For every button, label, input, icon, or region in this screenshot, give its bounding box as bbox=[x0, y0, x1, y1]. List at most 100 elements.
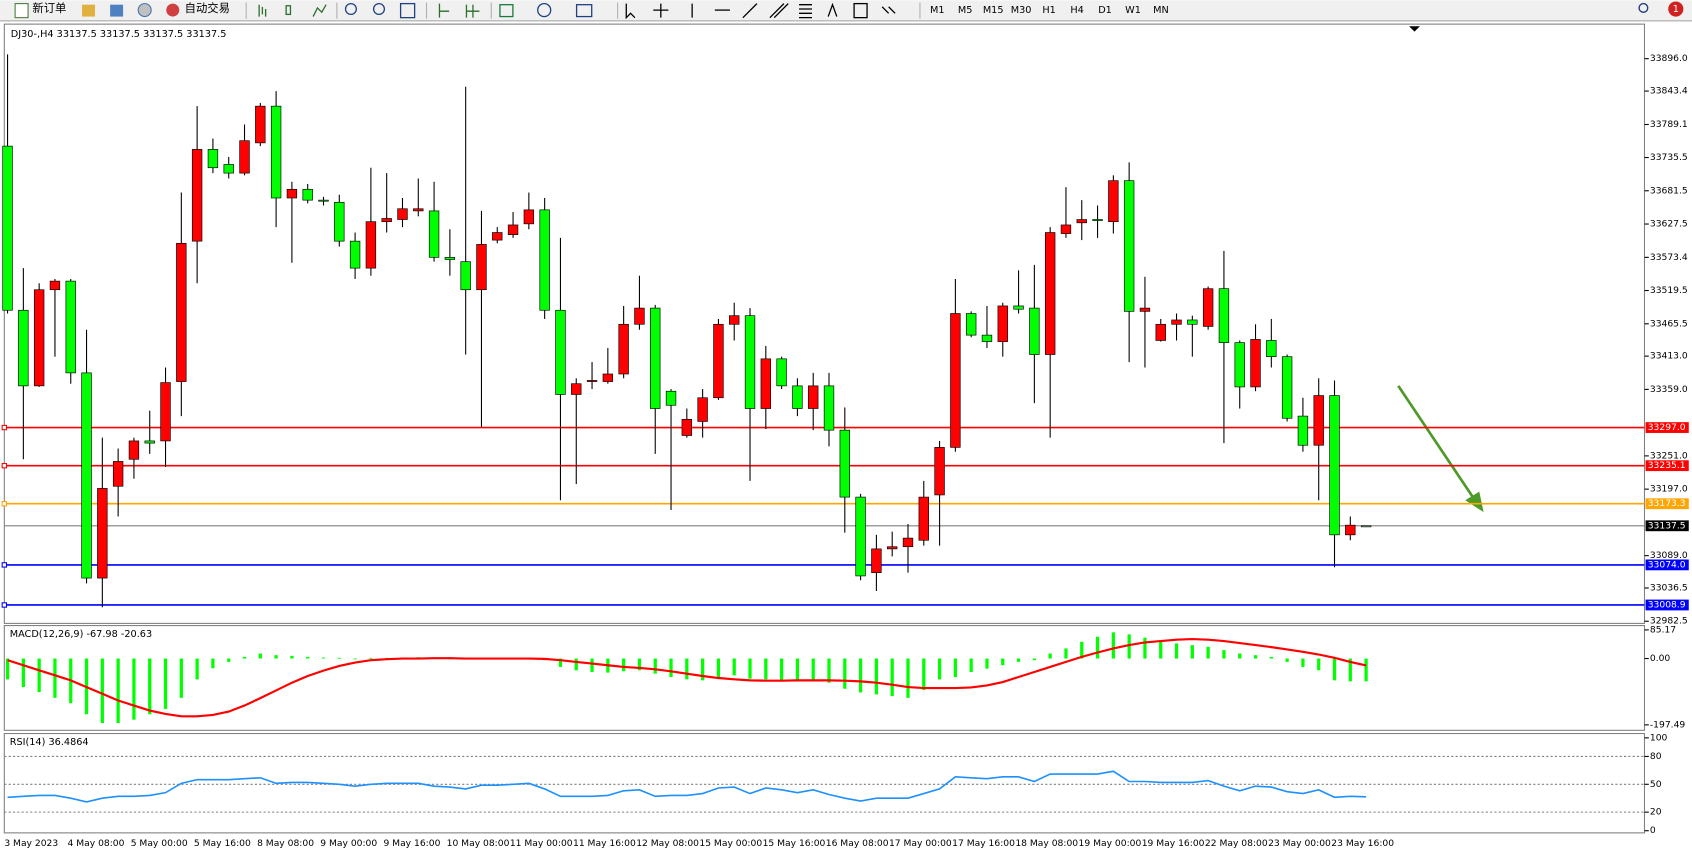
candle-body bbox=[49, 280, 61, 291]
x-tick-label: 18 May 08:00 bbox=[1015, 838, 1078, 849]
candle-body bbox=[65, 280, 76, 374]
text-button[interactable] bbox=[827, 2, 838, 17]
candle-body bbox=[887, 546, 898, 550]
timeframe-button[interactable]: M5 bbox=[958, 5, 973, 16]
macd-bar bbox=[1317, 658, 1321, 671]
candle-button[interactable] bbox=[285, 5, 292, 16]
macd-bar bbox=[179, 658, 183, 698]
search-button[interactable] bbox=[1638, 2, 1649, 13]
level-label-bg bbox=[1645, 422, 1689, 433]
auto-trading-button[interactable]: 自动交易 bbox=[185, 1, 230, 15]
candle-body bbox=[981, 334, 993, 342]
y-tick-label: 33896.0 bbox=[1650, 53, 1688, 64]
templates-button[interactable] bbox=[575, 4, 593, 18]
toolbar-icon[interactable] bbox=[137, 3, 152, 18]
autoscroll-button[interactable] bbox=[438, 3, 450, 18]
indicators-button[interactable] bbox=[499, 4, 514, 18]
candle-body bbox=[460, 261, 471, 291]
macd-bar bbox=[1016, 658, 1021, 662]
channel-button[interactable] bbox=[769, 3, 789, 19]
macd-bar bbox=[716, 658, 721, 678]
symbol: DJ30-,H4 bbox=[11, 29, 54, 40]
line-chart-button[interactable] bbox=[312, 4, 327, 17]
zoom-out-button[interactable] bbox=[372, 2, 386, 16]
y-tick-label: 33251.0 bbox=[1650, 450, 1688, 461]
candle-body bbox=[1123, 180, 1135, 312]
trendline-button[interactable] bbox=[742, 3, 758, 19]
x-tick-label: 16 May 08:00 bbox=[826, 838, 889, 849]
tile-button[interactable] bbox=[399, 2, 416, 19]
y-tick-label: 85.17 bbox=[1650, 624, 1676, 635]
candle-body bbox=[1218, 288, 1230, 343]
crosshair-button[interactable] bbox=[653, 3, 669, 18]
candle-body bbox=[428, 210, 440, 258]
y-tick-label: 33681.5 bbox=[1650, 185, 1688, 196]
macd-bar bbox=[37, 658, 41, 693]
timeframe-button[interactable]: M1 bbox=[930, 5, 945, 16]
bar-chart-button[interactable] bbox=[258, 4, 267, 17]
candle-body bbox=[191, 149, 203, 242]
candle-body bbox=[808, 385, 819, 409]
timeframe-button[interactable]: MN bbox=[1153, 5, 1169, 16]
candle-body bbox=[1360, 525, 1372, 528]
toolbar-icon[interactable] bbox=[82, 4, 96, 17]
candle-body bbox=[1329, 395, 1340, 536]
candle-body bbox=[965, 313, 977, 336]
candle-body bbox=[223, 164, 234, 174]
arrows-button[interactable] bbox=[881, 6, 896, 14]
y-tick-label: 32982.5 bbox=[1650, 616, 1688, 627]
timeframe-button[interactable]: M15 bbox=[983, 5, 1004, 16]
candle-body bbox=[286, 188, 298, 199]
periods-button[interactable] bbox=[537, 2, 552, 18]
candle-body bbox=[1155, 323, 1166, 341]
candle-body bbox=[586, 380, 598, 382]
rsi-header: RSI(14) 36.4864 bbox=[10, 737, 89, 748]
x-tick-label: 5 May 00:00 bbox=[131, 838, 188, 849]
level-handle bbox=[1, 462, 8, 469]
notification-badge[interactable] bbox=[1668, 1, 1684, 17]
y-tick-label: 33519.5 bbox=[1650, 285, 1688, 296]
macd-bar bbox=[1348, 658, 1352, 682]
candle-body bbox=[507, 224, 519, 236]
cursor-button[interactable] bbox=[625, 3, 636, 20]
candle-body bbox=[18, 309, 29, 387]
macd-bar bbox=[969, 658, 973, 672]
candle-body bbox=[1266, 340, 1277, 358]
macd-bar bbox=[1174, 643, 1179, 659]
zoom-in-button[interactable] bbox=[344, 2, 357, 16]
timeframe-button[interactable]: H1 bbox=[1042, 5, 1055, 16]
macd-bar bbox=[1095, 636, 1100, 659]
macd-bar bbox=[148, 658, 152, 715]
auto-trading-icon[interactable] bbox=[166, 3, 180, 17]
signal-readout: -20.63 bbox=[121, 629, 152, 640]
level-label-bg bbox=[1645, 599, 1689, 611]
candle-body bbox=[81, 372, 92, 579]
macd-bar bbox=[258, 653, 262, 659]
macd-bar bbox=[1190, 645, 1194, 659]
label-button[interactable] bbox=[853, 2, 868, 19]
candle-body bbox=[744, 315, 756, 409]
timeframe-button[interactable]: M30 bbox=[1011, 5, 1032, 16]
timeframe-button[interactable]: D1 bbox=[1098, 5, 1112, 16]
shift-button[interactable] bbox=[465, 4, 480, 18]
level-label-bg bbox=[1645, 559, 1689, 571]
x-tick-label: 22 May 08:00 bbox=[1205, 838, 1268, 849]
candle-body bbox=[255, 105, 266, 144]
macd-bar bbox=[5, 658, 10, 680]
macd-bar bbox=[811, 658, 815, 682]
new-order-button[interactable]: 新订单 bbox=[32, 1, 66, 15]
candle-body bbox=[681, 418, 693, 436]
chart-header: DJ30-,H4 33137.5 33137.5 33137.5 33137.5 bbox=[11, 29, 227, 40]
arrow-head bbox=[1465, 491, 1484, 513]
y-tick-label: 33573.4 bbox=[1650, 252, 1688, 263]
candle-body bbox=[539, 209, 550, 311]
toolbar-icon[interactable] bbox=[110, 4, 124, 17]
new-order-icon[interactable] bbox=[14, 3, 29, 19]
candle-body bbox=[2, 145, 13, 311]
timeframe-button[interactable]: H4 bbox=[1070, 5, 1083, 16]
candle-body bbox=[97, 488, 108, 579]
fibo-button[interactable] bbox=[799, 4, 812, 19]
timeframe-button[interactable]: W1 bbox=[1125, 5, 1141, 16]
header-close: 33137.5 bbox=[186, 29, 226, 40]
toolbar-bg bbox=[0, 0, 1692, 21]
